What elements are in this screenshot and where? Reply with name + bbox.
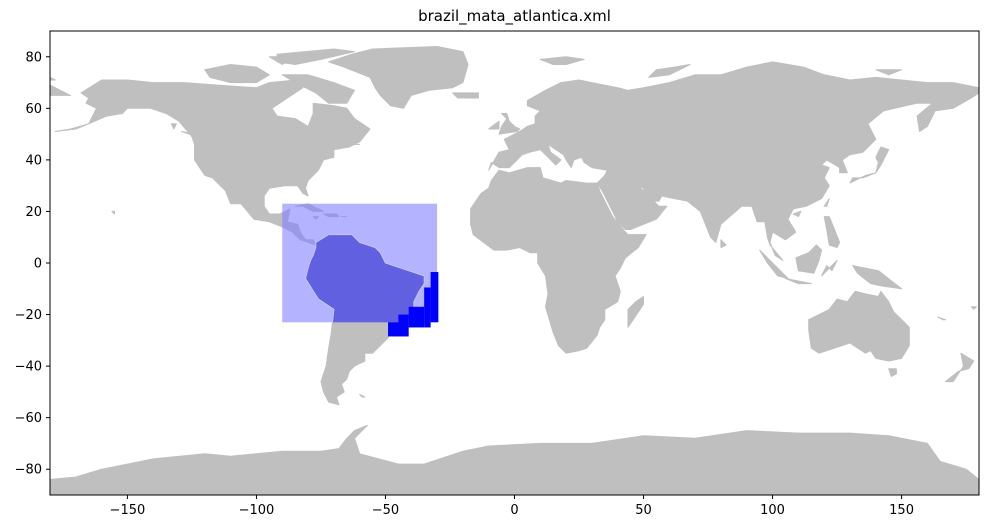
x-tick-label: 100 <box>760 503 785 518</box>
region-cell <box>424 287 431 328</box>
land-polygon <box>488 61 979 261</box>
land-polygon <box>204 64 270 84</box>
land-polygon <box>648 64 691 78</box>
y-tick-label: 60 <box>25 102 42 117</box>
land-polygon <box>720 239 727 248</box>
land-polygon <box>359 394 366 398</box>
land-polygon <box>852 265 903 290</box>
land-polygon <box>823 216 841 248</box>
region-cell <box>408 306 425 328</box>
x-tick-label: 0 <box>510 503 518 518</box>
region-cell <box>398 314 409 328</box>
y-tick-label: 80 <box>25 50 42 65</box>
region-cell <box>430 272 439 323</box>
land-polygon <box>80 79 371 246</box>
land-polygon <box>539 56 585 65</box>
land-polygon <box>50 424 979 495</box>
land-polygon <box>795 244 823 274</box>
y-tick-label: −60 <box>15 411 42 426</box>
land-layer <box>50 46 979 495</box>
y-tick-label: 0 <box>34 257 42 272</box>
region-cell <box>388 322 409 337</box>
land-polygon <box>498 113 521 135</box>
x-tick-label: 150 <box>889 503 914 518</box>
y-axis: 80 60 40 20 0 −20 −40 −60 −80 <box>15 50 50 478</box>
land-polygon <box>54 123 90 132</box>
land-polygon <box>821 259 838 277</box>
land-polygon <box>937 316 946 321</box>
x-tick-label: −150 <box>110 503 146 518</box>
land-polygon <box>888 368 897 377</box>
land-polygon <box>488 120 500 130</box>
x-tick-label: 50 <box>635 503 652 518</box>
land-polygon <box>785 278 812 285</box>
land-polygon <box>50 84 72 96</box>
land-polygon <box>875 69 903 76</box>
land-polygon <box>849 146 890 184</box>
land-polygon <box>170 123 177 130</box>
x-tick-label: −100 <box>239 503 275 518</box>
overlay-layer <box>282 203 439 337</box>
overlap-group <box>304 234 425 323</box>
land-polygon <box>627 296 644 328</box>
y-tick-label: 40 <box>25 153 42 168</box>
land-polygon <box>470 167 647 354</box>
x-axis: −150 −100 −50 0 50 100 150 <box>110 495 914 518</box>
x-tick-label: −50 <box>372 503 399 518</box>
land-polygon <box>181 131 198 140</box>
plot-area <box>49 30 980 496</box>
land-polygon <box>281 74 355 104</box>
y-tick-label: −40 <box>15 360 42 375</box>
land-polygon <box>945 352 975 383</box>
land-polygon <box>268 56 296 65</box>
land-polygon <box>328 46 469 109</box>
y-tick-label: −20 <box>15 308 42 323</box>
y-tick-label: 20 <box>25 205 42 220</box>
land-polygon <box>792 210 802 218</box>
land-polygon <box>970 306 977 310</box>
land-polygon <box>452 92 479 99</box>
land-polygon <box>823 198 830 207</box>
y-tick-label: −80 <box>15 463 42 478</box>
land-polygon <box>111 210 115 215</box>
chart-title: brazil_mata_atlantica.xml <box>418 7 611 26</box>
land-polygon <box>808 290 910 362</box>
overlap-land <box>304 234 425 323</box>
land-polygon <box>50 76 56 81</box>
land-polygon <box>759 249 789 279</box>
